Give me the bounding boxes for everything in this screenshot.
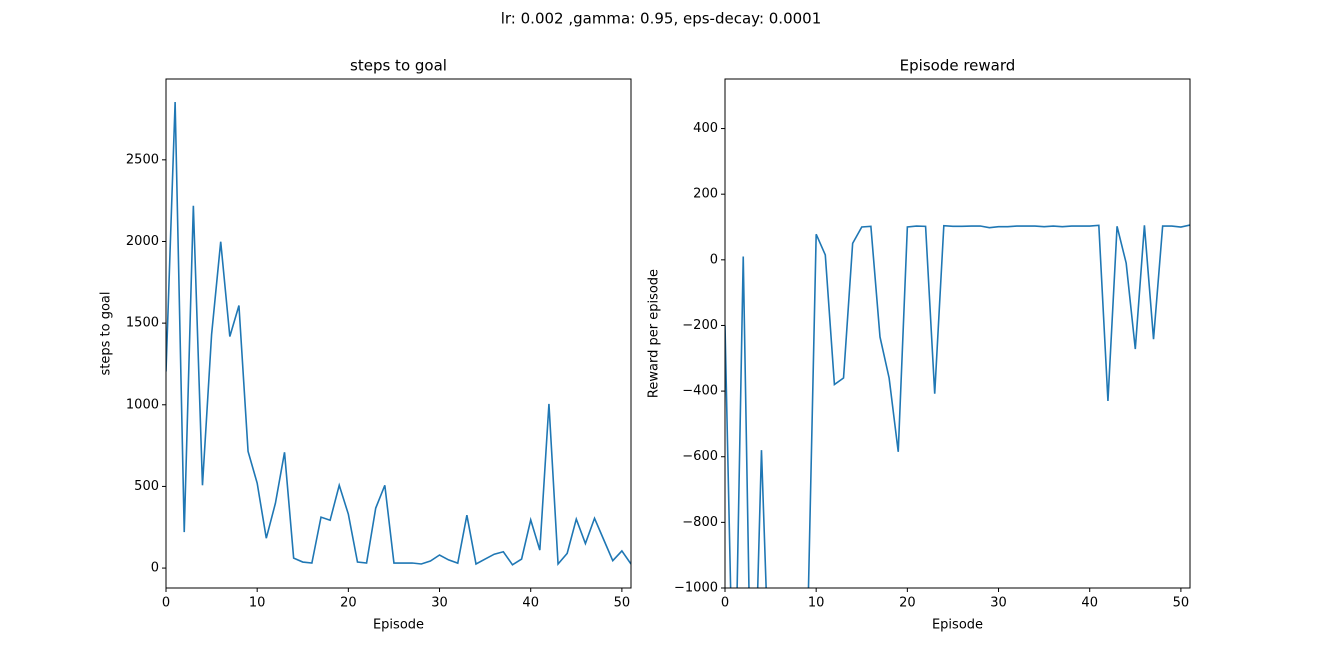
y-tick-label: 400: [693, 121, 718, 136]
x-tick-label: 40: [1081, 596, 1098, 611]
x-tick-label: 0: [721, 596, 729, 611]
x-tick-label: 10: [249, 596, 266, 611]
x-tick-label: 20: [899, 596, 916, 611]
y-tick-label: 1500: [126, 316, 159, 331]
y-tick-label: 1000: [126, 397, 159, 412]
axes-frame: [724, 78, 1191, 589]
x-tick-label: 30: [431, 596, 448, 611]
y-tick-label: −1000: [674, 581, 718, 596]
y-axis-label: steps to goal: [99, 292, 114, 376]
x-tick-label: 10: [808, 596, 825, 611]
x-tick-label: 30: [990, 596, 1007, 611]
y-tick-label: −600: [682, 449, 718, 464]
y-tick-label: 500: [134, 479, 159, 494]
y-tick-label: −400: [682, 384, 718, 399]
x-tick-label: 50: [614, 596, 631, 611]
x-axis-label: Episode: [373, 618, 424, 633]
y-tick-label: 2000: [126, 234, 159, 249]
x-tick-label: 0: [162, 596, 170, 611]
series-line: [166, 101, 631, 567]
y-axis-label: Reward per episode: [647, 269, 662, 398]
y-tick-label: 0: [151, 561, 159, 576]
series-line: [725, 224, 1190, 588]
suptitle: lr: 0.002 ,gamma: 0.95, eps-decay: 0.000…: [501, 10, 822, 28]
axes-title: Episode reward: [900, 57, 1016, 75]
y-tick-label: 2500: [126, 152, 159, 167]
x-axis-label: Episode: [932, 618, 983, 633]
y-tick-label: 0: [710, 252, 718, 267]
y-tick-label: −200: [682, 318, 718, 333]
axes-frame: [165, 78, 632, 589]
x-tick-label: 50: [1173, 596, 1190, 611]
x-tick-label: 40: [522, 596, 539, 611]
y-tick-label: 200: [693, 187, 718, 202]
axes-title: steps to goal: [350, 57, 447, 75]
x-tick-label: 20: [340, 596, 357, 611]
y-tick-label: −800: [682, 515, 718, 530]
